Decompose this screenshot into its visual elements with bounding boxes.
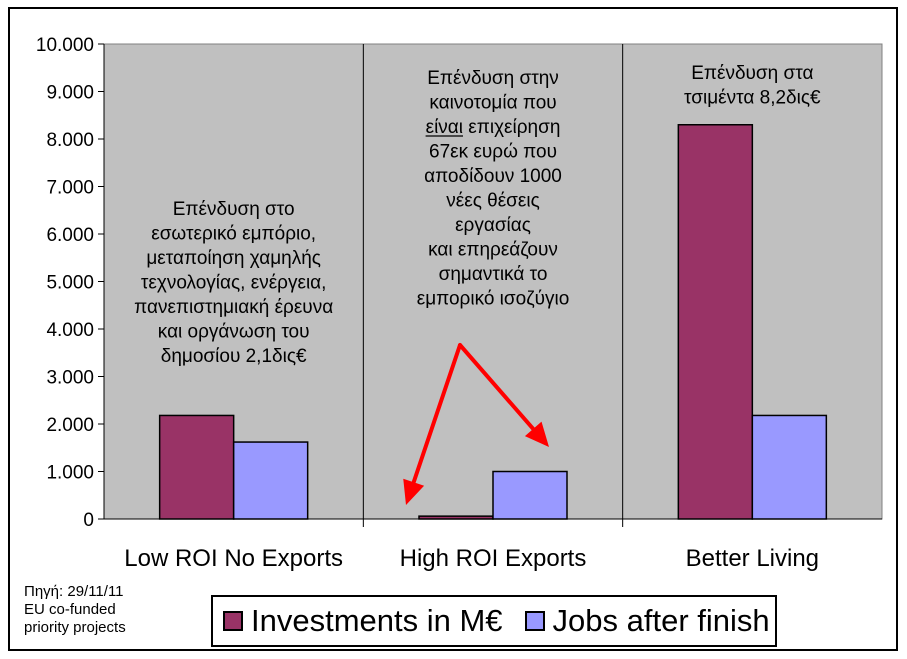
source-note: Πηγή: 29/11/11 EU co-funded priority pro… <box>24 583 126 637</box>
annotation-line: τεχνολογίας, ενέργεια, <box>141 273 327 294</box>
bar <box>158 414 235 520</box>
source-line: EU co-funded <box>24 601 116 618</box>
legend-swatch <box>223 611 243 631</box>
annotation-line: 67εκ ευρώ που <box>429 142 557 163</box>
y-tick-label: 1.000 <box>46 463 94 484</box>
annotation-line: μεταποίηση χαμηλής <box>146 248 321 269</box>
legend-swatch <box>524 611 545 631</box>
legend-label: Investments in M€ <box>251 603 503 638</box>
x-category-label: Low ROI No Exports <box>124 545 343 572</box>
y-tick-label: 0 <box>83 510 94 531</box>
y-tick-label: 9.000 <box>46 83 94 104</box>
source-line: priority projects <box>24 619 126 636</box>
annotation-line: πανεπιστημιακή έρευνα <box>134 297 333 318</box>
bar <box>677 124 754 520</box>
bar <box>418 515 494 520</box>
x-category-label: Better Living <box>686 545 819 572</box>
red-arrow-shaft <box>458 343 536 431</box>
legend-label: Jobs after finish <box>552 603 770 638</box>
bar <box>751 414 828 520</box>
bar <box>232 441 309 520</box>
y-tick-label: 4.000 <box>46 320 94 341</box>
annotation-line: αποδίδουν 1000 <box>424 166 562 187</box>
annotation-line: εμπορικό ισοζύγιο <box>417 289 570 310</box>
legend-item-jobs: Jobs after finish <box>524 603 770 639</box>
annotation-line: Επένδυση στο <box>173 199 295 220</box>
y-tick-label: 5.000 <box>46 273 94 294</box>
annotation-line: εσωτερικό εμπόριο, <box>151 224 316 245</box>
y-tick-label: 10.000 <box>36 35 94 56</box>
red-arrow-shaft <box>411 343 462 485</box>
y-tick-label: 7.000 <box>46 178 94 199</box>
annotation-line: εργασίας <box>455 215 531 236</box>
bar <box>492 470 568 520</box>
annotation-line: δημοσίου 2,1δις€ <box>161 346 307 367</box>
y-tick-label: 6.000 <box>46 225 94 246</box>
annotation-line: νέες θέσεις <box>446 191 540 212</box>
annotation-line: και οργάνωση του <box>158 322 310 343</box>
y-tick-label: 3.000 <box>46 368 94 389</box>
annotation-line: καινοτομία που <box>429 93 556 114</box>
red-arrow-head <box>403 478 425 505</box>
legend-item-investments: Investments in M€ <box>223 603 503 639</box>
legend: Investments in M€ Jobs after finish <box>211 595 777 647</box>
y-tick-label: 8.000 <box>46 130 94 151</box>
source-line: Πηγή: 29/11/11 <box>24 583 124 600</box>
y-tick-label: 2.000 <box>46 415 94 436</box>
annotation-line: σημαντικά το <box>439 264 548 285</box>
x-category-label: High ROI Exports <box>400 545 587 572</box>
annotation-line: Επένδυση στα <box>691 63 813 84</box>
annotation-line: τσιμέντα 8,2δις€ <box>684 88 821 109</box>
annotation-line: είναι επιχείρηση <box>426 117 561 138</box>
annotation-line: και επηρεάζουν <box>428 240 558 261</box>
red-arrow-head <box>524 421 549 447</box>
annotation-line: Επένδυση στην <box>427 68 559 89</box>
